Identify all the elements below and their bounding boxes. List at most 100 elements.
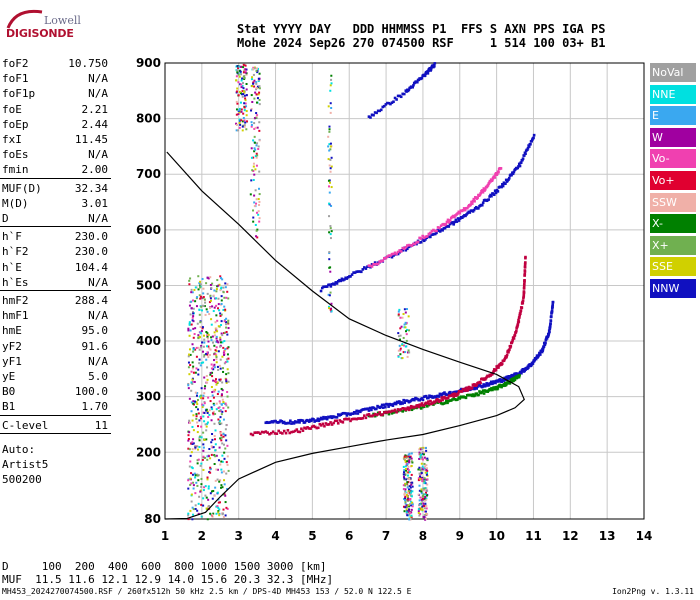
trace-point: [310, 425, 314, 429]
echo-point: [216, 330, 219, 333]
echo-point: [255, 211, 258, 214]
echo-point: [190, 381, 193, 384]
echo-point: [218, 480, 221, 483]
echo-point: [258, 72, 261, 75]
trace-point: [524, 261, 527, 264]
echo-point: [423, 505, 426, 508]
echo-point: [206, 458, 209, 461]
trace-point: [429, 235, 432, 239]
echo-point: [194, 348, 197, 351]
echo-point: [202, 394, 205, 397]
echo-point: [187, 361, 190, 364]
echo-point: [199, 325, 202, 328]
echo-point: [191, 367, 194, 370]
trace-point: [359, 417, 363, 420]
echo-point: [190, 300, 193, 303]
trace-point: [386, 411, 389, 414]
echo-point: [329, 233, 332, 236]
echo-point: [239, 65, 242, 68]
y-tick-label: 900: [136, 56, 161, 70]
trace-point: [458, 211, 462, 215]
echo-point: [250, 125, 253, 128]
echo-point: [220, 313, 223, 316]
echo-point: [197, 425, 200, 428]
echo-point: [424, 518, 427, 521]
trace-point: [381, 413, 385, 416]
echo-point: [424, 487, 427, 490]
echo-point: [411, 485, 414, 488]
echo-point: [200, 462, 203, 465]
echo-point: [192, 484, 195, 487]
echo-point: [422, 476, 425, 479]
echo-point: [206, 422, 209, 425]
param-label: foF1: [2, 72, 29, 86]
echo-point: [242, 90, 245, 93]
echo-point: [257, 93, 260, 96]
echo-point: [423, 481, 426, 484]
echo-point: [256, 71, 259, 74]
echo-point: [408, 458, 411, 461]
echo-point: [193, 380, 196, 383]
legend-entry-e: E: [650, 106, 696, 126]
echo-point: [207, 277, 210, 280]
trace-point: [489, 382, 492, 386]
param-label: h`F: [2, 230, 22, 244]
trace-point: [448, 390, 452, 394]
trace-point: [372, 413, 375, 417]
echo-point: [192, 336, 195, 339]
trace-point: [430, 229, 434, 233]
echo-point: [245, 94, 248, 97]
trace-point: [290, 430, 293, 434]
echo-point: [187, 447, 190, 450]
echo-point: [255, 202, 258, 205]
echo-point: [206, 332, 209, 335]
echo-point: [210, 419, 213, 422]
echo-point: [197, 448, 200, 451]
echo-point: [254, 126, 257, 129]
echo-point: [255, 112, 258, 115]
echo-point: [222, 435, 225, 438]
echo-point: [211, 433, 214, 436]
echo-point: [187, 327, 190, 330]
echo-point: [195, 367, 198, 370]
echo-point: [218, 406, 221, 409]
echo-point: [220, 323, 223, 326]
trace-point: [307, 427, 311, 430]
trace-point: [546, 335, 550, 338]
trace-point: [519, 312, 522, 316]
echo-point: [211, 438, 214, 441]
echo-point: [217, 341, 220, 344]
echo-point: [187, 329, 190, 332]
echo-point: [241, 77, 244, 80]
echo-point: [188, 397, 191, 400]
echo-point: [421, 497, 424, 500]
trace-point: [475, 392, 479, 395]
echo-point: [406, 455, 409, 458]
echo-point: [329, 111, 332, 114]
trace-point: [379, 260, 383, 263]
echo-point: [329, 148, 332, 151]
trace-point: [451, 392, 455, 396]
trace-point: [512, 337, 516, 340]
trace-point: [508, 382, 512, 385]
echo-point: [400, 325, 403, 328]
echo-point: [190, 291, 193, 294]
echo-point: [210, 363, 213, 366]
echo-point: [219, 367, 222, 370]
echo-point: [242, 66, 245, 69]
echo-point: [198, 282, 201, 285]
echo-point: [224, 308, 227, 311]
echo-point: [191, 291, 194, 294]
echo-point: [222, 516, 225, 519]
echo-point: [256, 236, 259, 239]
echo-point: [419, 457, 422, 460]
trace-point: [393, 96, 397, 100]
echo-point: [195, 413, 198, 416]
trace-point: [409, 243, 412, 247]
echo-point: [198, 395, 201, 398]
param-label: h`F2: [2, 245, 29, 259]
trace-point: [548, 324, 552, 327]
trace-point: [281, 432, 284, 435]
echo-point: [199, 364, 202, 367]
trace-point: [253, 431, 257, 434]
